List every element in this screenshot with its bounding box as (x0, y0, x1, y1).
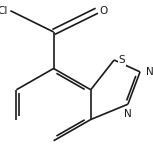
Text: O: O (100, 6, 108, 16)
Text: N: N (124, 109, 132, 119)
Text: Cl: Cl (0, 6, 7, 16)
Text: S: S (119, 55, 125, 65)
Text: N: N (146, 67, 153, 77)
